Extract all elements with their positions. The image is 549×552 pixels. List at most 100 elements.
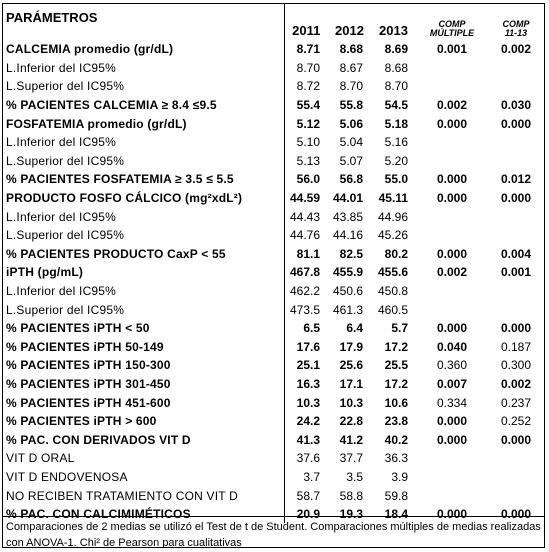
- cell: 16.3: [296, 376, 320, 391]
- row-label: L.Superior del IC95%: [3, 225, 285, 245]
- cell: 0.334: [436, 395, 468, 410]
- cell: 8.70: [339, 79, 363, 94]
- row-label: L.Inferior del IC95%: [3, 281, 285, 301]
- cell: 81.1: [296, 246, 320, 261]
- cell: 0.001: [500, 265, 532, 280]
- cell: [416, 133, 488, 152]
- cell: 473.5: [289, 302, 320, 317]
- cell: 0.002: [500, 376, 532, 391]
- cell: 0.237: [500, 395, 532, 410]
- row-label: % PACIENTES iPTH 150-300: [3, 356, 285, 375]
- cell: 82.5: [339, 246, 363, 261]
- cell: [488, 468, 544, 487]
- cell: 0.030: [500, 98, 532, 113]
- table-row: % PACIENTES iPTH > 600 24.2 22.8 23.8 0.000 0…: [3, 411, 544, 431]
- cell: 17.2: [384, 339, 408, 354]
- row-label: % PACIENTES CALCEMIA ≥ 8.4 ≤9.5: [3, 95, 285, 115]
- cell: 19.3: [339, 507, 363, 522]
- table-row: L.Inferior del IC95% 462.2 450.6 450.8: [3, 281, 544, 301]
- cell: [488, 133, 544, 152]
- footnote: Comparaciones de 2 medias se utilizó el …: [3, 516, 544, 547]
- row-label: VIT D ENDOVENOSA: [3, 467, 285, 487]
- cell: 0.000: [500, 116, 532, 131]
- row-label: L.Inferior del IC95%: [3, 132, 285, 152]
- cell: 25.5: [384, 358, 408, 373]
- cell: 40.2: [384, 432, 408, 447]
- row-label: % PACIENTES iPTH < 50: [3, 318, 285, 338]
- cell: 462.2: [289, 284, 320, 299]
- cell: 22.8: [339, 414, 363, 429]
- cell: 8.70: [384, 79, 408, 94]
- header-cell: 2012: [335, 23, 364, 38]
- cell: 23.8: [384, 414, 408, 429]
- cell: 58.7: [296, 488, 320, 503]
- cell: 8.70: [296, 60, 320, 75]
- cell: 80.2: [384, 246, 408, 261]
- row-label: NO RECIBEN TRATAMIENTO CON VIT D: [3, 486, 285, 505]
- cell: 3.5: [346, 469, 363, 484]
- cell: 55.8: [339, 98, 363, 113]
- row-label: L.Superior del IC95%: [3, 151, 285, 171]
- cell: [416, 468, 488, 487]
- cell: 0.002: [436, 98, 468, 113]
- header-cell: 2013: [379, 23, 408, 38]
- cell: [416, 207, 488, 226]
- cell: 8.69: [384, 42, 408, 57]
- cell: 44.16: [332, 228, 363, 243]
- cell: [488, 226, 544, 245]
- table-row: VIT D ENDOVENOSA 3.7 3.5 3.9: [3, 467, 544, 487]
- cell: 55.4: [296, 98, 320, 113]
- cell: 0.002: [436, 265, 468, 280]
- cell: 17.9: [339, 339, 363, 354]
- table-row: % PACIENTES CALCEMIA ≥ 8.4 ≤9.5 55.4 55.8 5…: [3, 95, 544, 115]
- row-label: % PACIENTES iPTH 301-450: [3, 374, 285, 394]
- cell: 0.300: [500, 358, 532, 373]
- cell: 56.0: [296, 172, 320, 187]
- cell: 44.43: [289, 209, 320, 224]
- cell: 0.000: [436, 246, 468, 261]
- table-row: FOSFATEMIA promedio (gr/dL) 5.12 5.06 5.18 0…: [3, 114, 544, 133]
- cell: 450.8: [377, 284, 408, 299]
- cell: [416, 486, 488, 505]
- table-row: % PAC. CON CALCIMIMÉTICOS 20.9 19.3 18.4 0.0…: [3, 504, 544, 524]
- cell: 5.06: [339, 116, 363, 131]
- cell: 17.6: [296, 339, 320, 354]
- cell: 450.6: [332, 284, 363, 299]
- cell: 45.11: [378, 191, 408, 206]
- cell: 44.01: [332, 191, 363, 206]
- cell: [416, 152, 488, 171]
- cell: 37.6: [296, 451, 320, 466]
- table-row: % PACIENTES PRODUCTO CaxP < 55 81.1 82.5 80…: [3, 244, 544, 264]
- row-label: % PACIENTES PRODUCTO CaxP < 55: [3, 244, 285, 264]
- table-row: CALCEMIA promedio (gr/dL) 8.71 8.68 8.69 0.0…: [3, 40, 544, 59]
- table-row: L.Inferior del IC95% 5.10 5.04 5.16: [3, 132, 544, 152]
- cell: 0.000: [436, 172, 468, 187]
- cell: 455.9: [332, 265, 363, 280]
- cell: 0.000: [436, 116, 468, 131]
- row-label: L.Superior del IC95%: [3, 77, 285, 96]
- cell: 25.6: [339, 358, 363, 373]
- cell: 8.67: [339, 60, 363, 75]
- cell: 0.000: [436, 191, 468, 206]
- cell: 8.71: [296, 42, 320, 57]
- cell: 0.187: [500, 339, 532, 354]
- cell: 41.2: [339, 432, 363, 447]
- table-row: % PACIENTES iPTH < 50 6.5 6.4 5.7 0.000 0.000: [3, 318, 544, 338]
- table-row: NO RECIBEN TRATAMIENTO CON VIT D 58.7 58.8…: [3, 486, 544, 505]
- cell: 54.5: [384, 98, 408, 113]
- header-cell: COMP 11-13: [488, 4, 544, 40]
- cell: 41.3: [296, 432, 320, 447]
- cell: 8.68: [339, 42, 363, 57]
- row-label: % PACIENTES FOSFATEMIA ≥ 3.5 ≤ 5.5: [3, 170, 285, 189]
- cell: 10.3: [339, 395, 363, 410]
- cell: 0.000: [500, 432, 532, 447]
- cell: 10.6: [384, 395, 408, 410]
- cell: 5.20: [384, 153, 408, 168]
- cell: [416, 226, 488, 245]
- row-label: % PACIENTES iPTH 451-600: [3, 393, 285, 412]
- cell: 58.8: [339, 488, 363, 503]
- row-label: iPTH (pg/mL): [3, 263, 285, 282]
- cell: 5.10: [296, 135, 320, 150]
- cell: 8.72: [296, 79, 320, 94]
- cell: 6.5: [303, 321, 320, 336]
